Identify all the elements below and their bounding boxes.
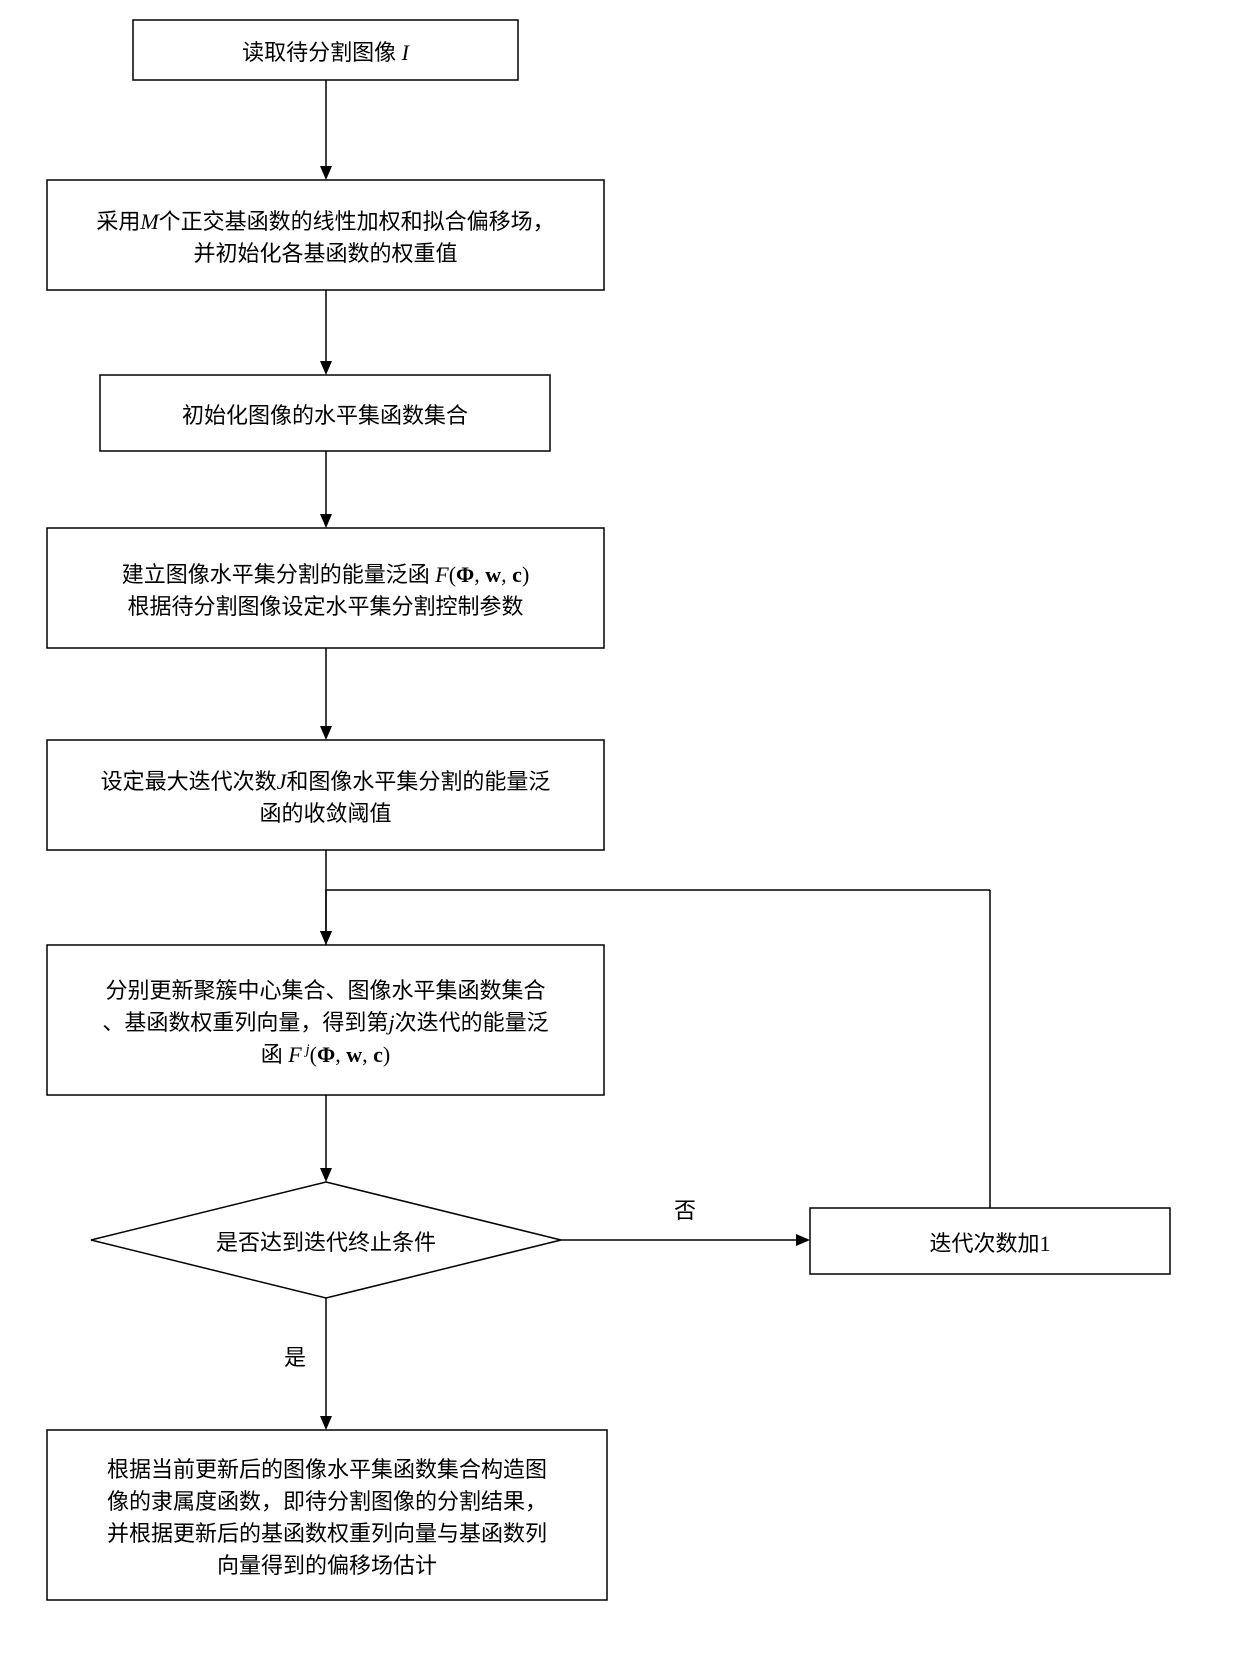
node-text: 像的隶属度函数，即待分割图像的分割结果， [107,1489,547,1514]
node-text: 、基函数权重列向量，得到第j次迭代的能量泛 [102,1010,548,1035]
node-text: 函 F j(Φ, w, c) [261,1042,390,1067]
node-text: 初始化图像的水平集函数集合 [182,403,468,428]
edge-label: 否 [674,1198,696,1223]
node-text: 建立图像水平集分割的能量泛函 F(Φ, w, c) [122,562,530,587]
node-text: 并根据更新后的基函数权重列向量与基函数列 [107,1521,547,1546]
node-text: 根据当前更新后的图像水平集函数集合构造图 [107,1457,547,1482]
node-text: 读取待分割图像 I [242,40,411,65]
flowchart-canvas: 否是 读取待分割图像 I 采用M个正交基函数的线性加权和拟合偏移场， 并初始化各基函数… [0,0,1240,1653]
node-text: 采用M个正交基函数的线性加权和拟合偏移场， [96,209,554,234]
node-text: 函的收敛阈值 [259,801,391,826]
flow-step-n5 [47,740,604,850]
node-text: 向量得到的偏移场估计 [217,1553,437,1578]
node-text: 根据待分割图像设定水平集分割控制参数 [127,594,523,619]
node-text: 分别更新聚簇中心集合、图像水平集函数集合 [105,978,545,1003]
flow-step-n4 [47,528,604,648]
node-text: 是否达到迭代终止条件 [216,1230,436,1255]
node-text: 迭代次数加1 [929,1231,1050,1256]
flow-step-n2 [47,180,604,290]
edge-label: 是 [284,1345,306,1370]
node-text: 并初始化各基函数的权重值 [193,241,457,266]
node-text: 设定最大迭代次数J和图像水平集分割的能量泛 [101,769,551,794]
